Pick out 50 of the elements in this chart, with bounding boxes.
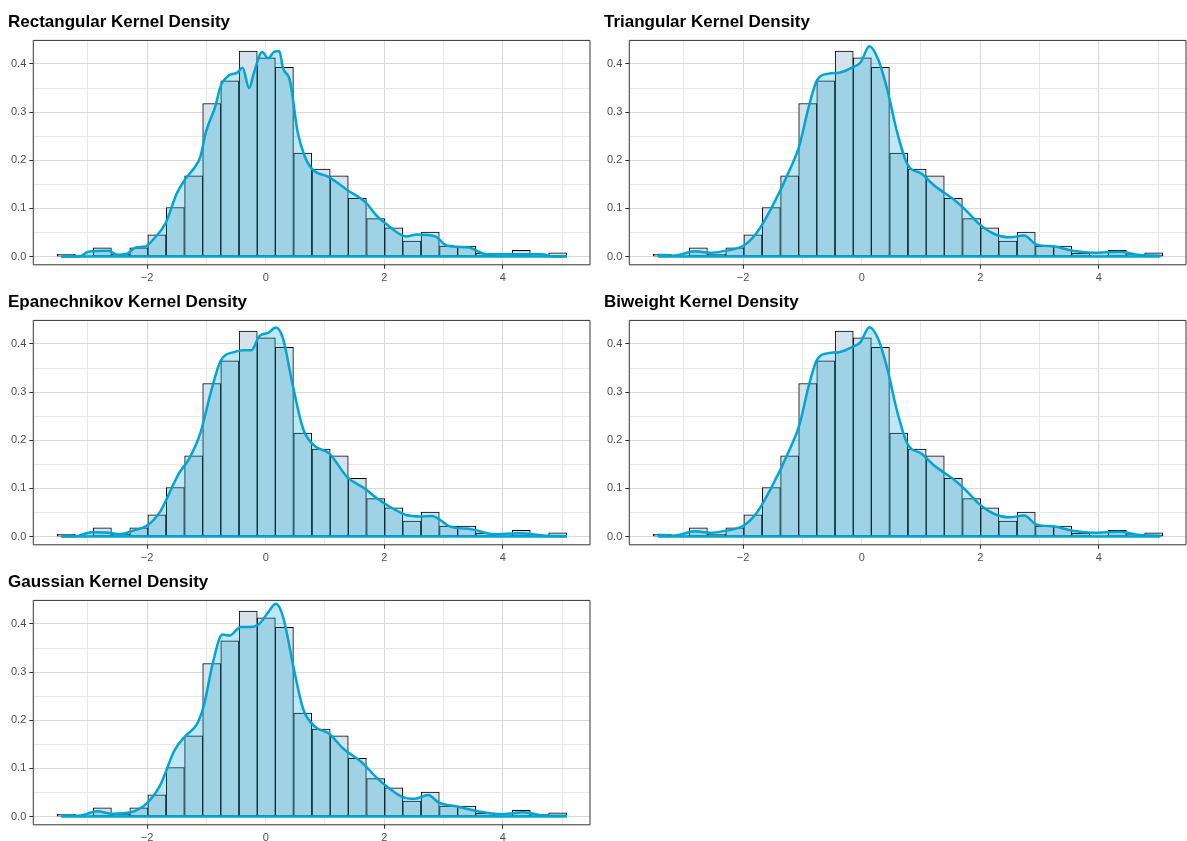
chart-title: Rectangular Kernel Density — [8, 11, 231, 31]
y-tick-label: 0.2 — [606, 433, 623, 446]
y-tick-label: 0.0 — [10, 249, 27, 262]
x-tick-label: −2 — [140, 831, 154, 841]
y-tick-label: 0.0 — [10, 809, 27, 822]
y-tick-label: 0.4 — [606, 337, 623, 350]
x-tick-label: −2 — [736, 551, 750, 564]
y-tick-label: 0.3 — [10, 665, 27, 678]
x-tick-label: 4 — [1095, 271, 1102, 284]
x-tick-label: 2 — [977, 551, 984, 564]
x-tick-label: 2 — [381, 271, 388, 284]
y-tick-label: 0.1 — [10, 201, 27, 214]
x-tick-label: 2 — [381, 831, 388, 841]
y-tick-label: 0.1 — [10, 481, 27, 494]
x-tick-label: 0 — [858, 271, 865, 284]
x-tick-label: 0 — [858, 551, 865, 564]
x-tick-label: 0 — [262, 271, 269, 284]
y-tick-label: 0.1 — [606, 201, 623, 214]
y-tick-label: 0.3 — [606, 105, 623, 118]
y-tick-label: 0.1 — [606, 481, 623, 494]
y-tick-label: 0.4 — [10, 617, 27, 630]
x-tick-label: −2 — [140, 271, 154, 284]
x-tick-label: 4 — [1095, 551, 1102, 564]
x-tick-label: 4 — [499, 551, 506, 564]
y-tick-label: 0.2 — [606, 153, 623, 166]
chart-title: Biweight Kernel Density — [604, 291, 800, 311]
y-tick-label: 0.3 — [606, 385, 623, 398]
x-tick-label: 2 — [381, 551, 388, 564]
x-tick-label: 0 — [262, 551, 269, 564]
x-tick-label: −2 — [140, 551, 154, 564]
chart-title: Epanechnikov Kernel Density — [8, 291, 248, 311]
y-tick-label: 0.1 — [10, 761, 27, 774]
y-tick-label: 0.4 — [10, 337, 27, 350]
x-tick-label: −2 — [736, 271, 750, 284]
y-tick-label: 0.4 — [606, 57, 623, 70]
y-tick-label: 0.4 — [10, 57, 27, 70]
x-tick-label: 2 — [977, 271, 984, 284]
y-tick-label: 0.0 — [606, 249, 623, 262]
y-tick-label: 0.2 — [10, 713, 27, 726]
y-tick-label: 0.3 — [10, 385, 27, 398]
y-tick-label: 0.3 — [10, 105, 27, 118]
y-tick-label: 0.0 — [606, 529, 623, 542]
x-tick-label: 4 — [499, 271, 506, 284]
y-tick-label: 0.2 — [10, 153, 27, 166]
x-tick-label: 0 — [262, 831, 269, 841]
x-tick-label: 4 — [499, 831, 506, 841]
y-tick-label: 0.2 — [10, 433, 27, 446]
chart-title: Triangular Kernel Density — [604, 11, 811, 31]
chart-title: Gaussian Kernel Density — [8, 571, 209, 591]
y-tick-label: 0.0 — [10, 529, 27, 542]
